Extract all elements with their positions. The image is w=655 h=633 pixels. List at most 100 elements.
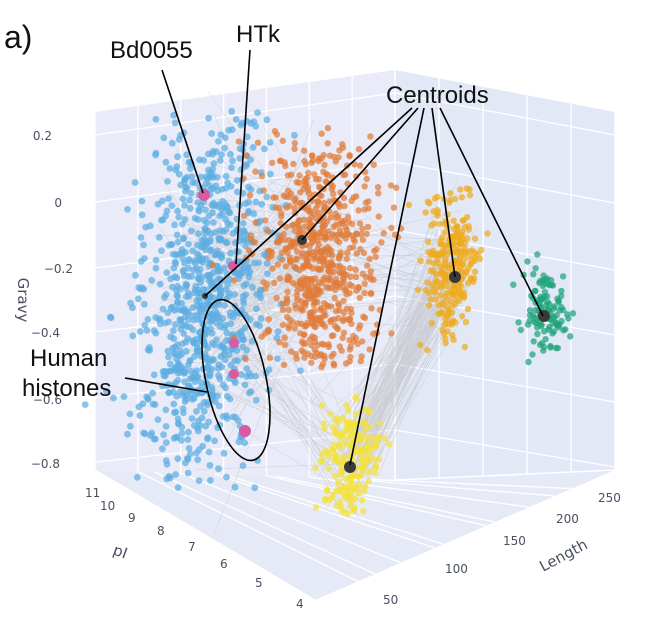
cluster-orange-point	[315, 290, 322, 297]
cluster-blue-point	[180, 370, 188, 377]
cluster-gold-point	[447, 190, 454, 197]
cluster-gold-point	[461, 245, 468, 252]
cluster-blue-point	[188, 273, 195, 280]
cluster-orange-point	[375, 213, 382, 220]
cluster-teal-point	[531, 318, 538, 326]
cluster-yellow-point	[333, 502, 341, 510]
grid-line	[394, 469, 616, 481]
cluster-gold-point	[449, 291, 456, 298]
cluster-blue-point	[186, 204, 194, 212]
cluster-blue-point	[159, 445, 166, 453]
cluster-orange-point	[340, 297, 347, 305]
cluster-orange-point	[321, 161, 328, 169]
cluster-yellow-point	[361, 488, 368, 495]
cluster-orange-point	[292, 351, 299, 358]
cluster-gold-point	[435, 302, 443, 309]
cluster-blue-point	[173, 286, 180, 294]
cluster-orange-point	[291, 140, 298, 147]
cluster-orange-point	[268, 252, 275, 260]
cluster-blue-point	[165, 195, 173, 203]
cluster-blue-point	[148, 429, 156, 437]
cluster-blue-point	[189, 312, 197, 320]
cluster-orange-point	[330, 362, 338, 369]
cluster-orange-point	[330, 190, 337, 197]
cluster-orange-point	[283, 223, 290, 231]
cluster-blue-point	[226, 209, 234, 216]
link-line	[335, 249, 443, 286]
cluster-blue-point	[149, 389, 157, 397]
cluster-teal-point	[567, 333, 574, 340]
htk-pointer	[235, 49, 251, 265]
cluster-orange-point	[318, 363, 325, 371]
cluster-yellow-point	[347, 498, 355, 505]
cluster-blue-point	[181, 378, 189, 386]
cluster-gold-point	[466, 191, 474, 199]
grid-line	[394, 429, 616, 468]
cluster-blue-point	[222, 226, 230, 234]
cluster-blue-point	[201, 225, 209, 233]
cluster-blue-point	[174, 415, 182, 423]
gravy-tick-label: −0.4	[31, 326, 60, 340]
cluster-orange-point	[318, 234, 325, 241]
grid-line	[394, 229, 616, 271]
cluster-gold-point	[445, 307, 452, 315]
cluster-blue-point	[210, 219, 217, 226]
cluster-blue-point	[181, 216, 189, 223]
cluster-teal-point	[525, 358, 532, 366]
cluster-yellow-point	[386, 441, 393, 448]
cluster-gold-point	[422, 209, 429, 216]
cluster-orange-point	[266, 354, 274, 361]
cluster-teal-point	[538, 322, 545, 330]
cluster-yellow-point	[359, 419, 366, 427]
cluster-blue-point	[164, 309, 172, 317]
cluster-orange-point	[343, 271, 350, 279]
cluster-blue-point	[171, 221, 178, 229]
cluster-blue-point	[194, 199, 202, 206]
cluster-yellow-point	[345, 407, 352, 414]
cluster-yellow-point	[375, 456, 383, 463]
cluster-orange-point	[320, 168, 327, 175]
cluster-teal-point	[554, 344, 561, 352]
cluster-blue-point	[211, 437, 219, 445]
cluster-orange-point	[308, 342, 315, 349]
cluster-blue-point	[218, 151, 225, 159]
cluster-yellow-point	[359, 497, 366, 504]
cluster-orange-point	[336, 343, 343, 350]
cluster-orange-point	[273, 294, 280, 302]
cluster-teal-point	[562, 326, 569, 333]
cluster-blue-point	[213, 173, 221, 181]
cluster-blue-point	[174, 455, 182, 462]
cluster-blue-point	[221, 347, 229, 355]
cluster-orange-point	[360, 313, 367, 320]
cluster-gold-point	[432, 296, 439, 303]
grid-line	[94, 92, 396, 136]
cluster-blue-point	[171, 119, 179, 127]
cluster-blue-point	[195, 446, 203, 454]
cluster-orange-point	[324, 124, 332, 132]
cluster-blue-point	[166, 360, 174, 368]
cluster-blue-point	[205, 448, 213, 456]
cluster-orange-point	[331, 294, 338, 302]
cluster-orange-point	[279, 137, 286, 144]
cluster-orange-point	[303, 322, 310, 329]
cluster-blue-point	[175, 136, 183, 143]
cluster-blue-point	[175, 213, 183, 221]
cluster-blue-point	[186, 375, 194, 383]
grid-line	[180, 472, 401, 564]
cluster-orange-point	[357, 358, 364, 365]
cluster-yellow-point	[340, 428, 348, 436]
human-histone-point	[239, 425, 251, 437]
cluster-orange-point	[272, 194, 279, 201]
cluster-blue-point	[170, 111, 178, 119]
cluster-blue-point	[210, 160, 218, 167]
cluster-blue-point	[204, 175, 211, 183]
cluster-yellow-point	[362, 483, 369, 490]
annotation-lines	[124, 49, 544, 466]
cluster-blue-point	[254, 109, 261, 116]
cluster-blue-point	[215, 361, 223, 369]
cluster-blue-point	[222, 238, 230, 246]
cluster-orange-point	[297, 189, 304, 196]
cluster-orange-point	[346, 281, 353, 288]
cluster-orange-point	[285, 325, 292, 332]
cluster-orange-point	[353, 230, 360, 237]
